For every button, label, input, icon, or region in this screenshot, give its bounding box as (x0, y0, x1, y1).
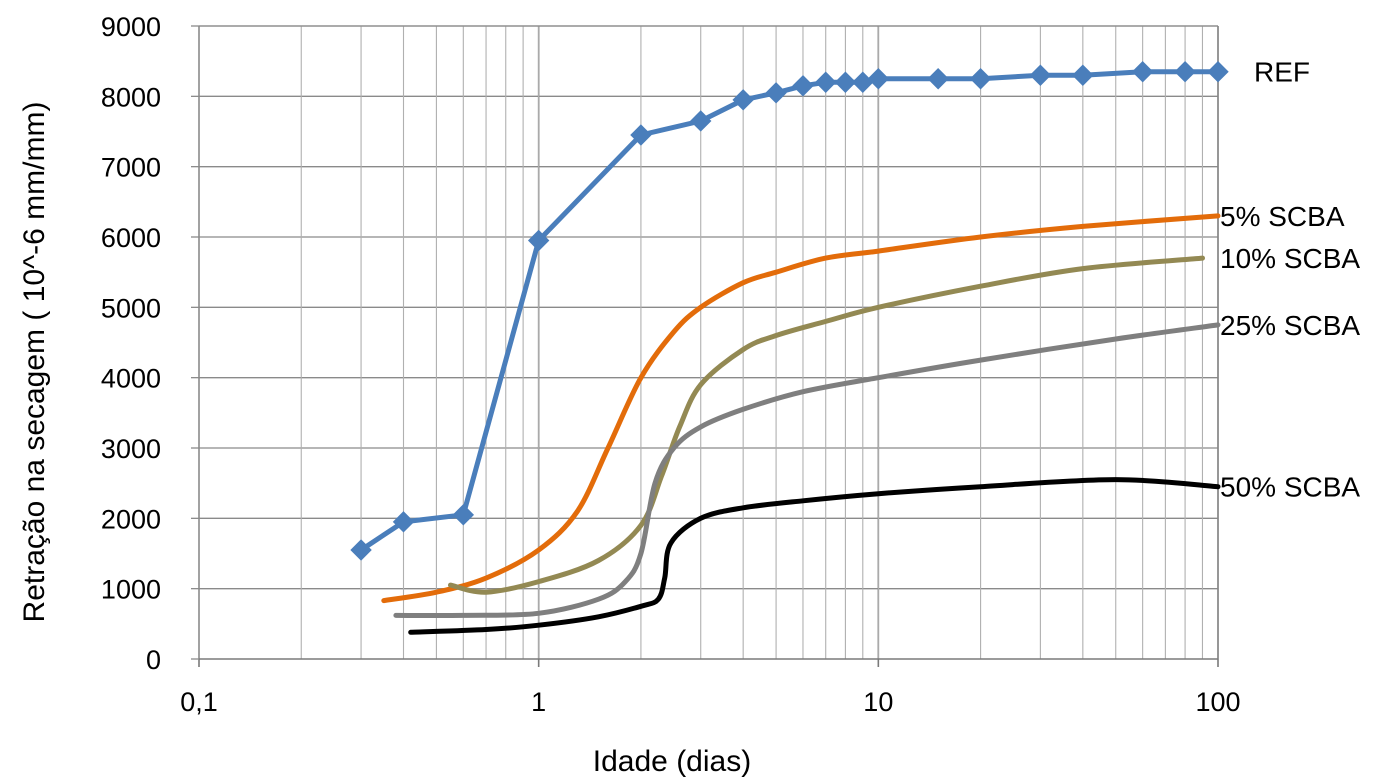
series-group (350, 61, 1229, 635)
y-tick-label: 7000 (101, 153, 161, 183)
data-point-ref (630, 124, 652, 146)
y-tick-label: 8000 (101, 82, 161, 112)
series-label-25pct-scba: 25% SCBA (1220, 310, 1360, 341)
data-point-ref (732, 89, 754, 111)
x-tick-label: 10 (863, 687, 893, 717)
y-tick-label: 3000 (101, 434, 161, 464)
y-tick-label: 1000 (101, 575, 161, 605)
series-line-25pct-scba (393, 322, 1221, 619)
y-tick-label: 4000 (101, 364, 161, 394)
series-labels: REF 5% SCBA 10% SCBA 25% SCBA 50% SCBA (1220, 57, 1360, 503)
data-point-ref (1029, 64, 1052, 86)
data-point-ref (969, 68, 992, 90)
axes (191, 25, 1219, 667)
data-point-ref (527, 229, 550, 252)
series-label-50pct-scba: 50% SCBA (1220, 472, 1360, 503)
series-line-10pct-scba (448, 255, 1205, 595)
series-label-5pct-scba: 5% SCBA (1220, 201, 1345, 232)
y-tick-label: 5000 (101, 293, 161, 323)
y-tick-label: 2000 (101, 504, 161, 534)
data-point-ref (1207, 61, 1229, 83)
x-tick-labels: 0,1 1 10 100 (180, 687, 1240, 717)
data-point-ref (792, 75, 814, 97)
data-point-ref (1131, 61, 1154, 83)
x-tick-label: 0,1 (180, 687, 218, 717)
data-point-ref (452, 504, 475, 526)
data-point-ref (1072, 64, 1094, 86)
data-point-ref (392, 511, 415, 533)
data-point-ref (834, 71, 857, 93)
data-point-ref (815, 71, 837, 93)
y-tick-label: 0 (146, 645, 161, 675)
series-label-ref: REF (1254, 57, 1310, 88)
y-tick-label: 6000 (101, 223, 161, 253)
x-tick-label: 1 (531, 687, 546, 717)
data-point-ref (1174, 61, 1196, 83)
data-point-ref (350, 539, 372, 561)
y-axis-title: Retração na secagem ( 10^-6 mm/mm) (18, 102, 51, 623)
y-tick-labels: 0 1000 2000 3000 4000 5000 6000 7000 8000 9000 (101, 12, 161, 675)
y-tick-label: 9000 (101, 12, 161, 42)
series-label-10pct-scba: 10% SCBA (1220, 243, 1360, 274)
series-line-5pct-scba (381, 213, 1221, 604)
data-point-ref (867, 68, 890, 90)
data-point-ref (852, 71, 874, 93)
x-axis-title: Idade (dias) (593, 745, 751, 778)
series-line-50pct-scba (408, 477, 1221, 635)
data-point-ref (765, 82, 787, 104)
data-point-ref (927, 68, 949, 90)
x-tick-label: 100 (1195, 687, 1240, 717)
data-point-ref (690, 110, 712, 132)
